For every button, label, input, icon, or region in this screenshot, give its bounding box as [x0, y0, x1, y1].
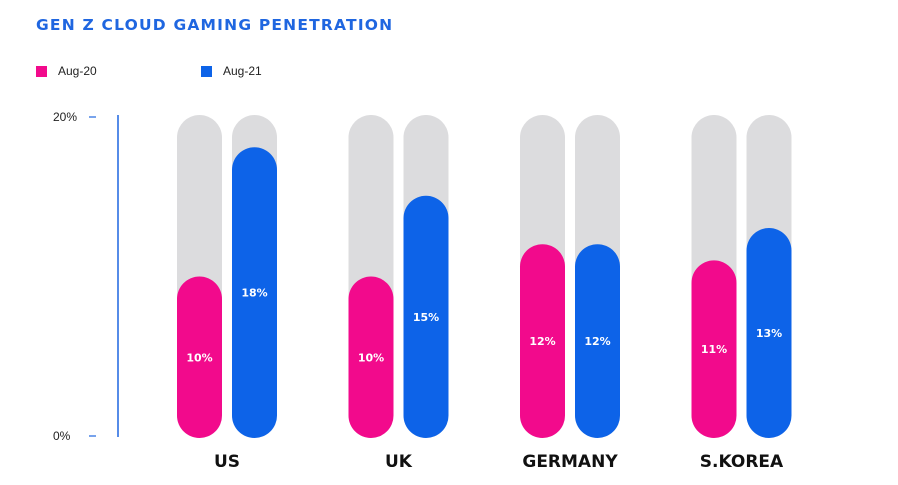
- data-label-s-korea-aug-21: 13%: [756, 327, 782, 340]
- bar-us-aug-21: [232, 147, 277, 439]
- legend-label-aug-21: Aug-21: [223, 64, 262, 78]
- data-label-us-aug-20: 10%: [186, 351, 212, 364]
- data-label-uk-aug-21: 15%: [413, 311, 439, 324]
- bar-s-korea-aug-20: [691, 260, 737, 438]
- legend-item-aug-20: Aug-20: [36, 63, 97, 79]
- bar-uk-aug-21: [403, 195, 449, 438]
- data-label-uk-aug-20: 10%: [358, 351, 384, 364]
- legend-item-aug-21: Aug-21: [201, 63, 262, 79]
- x-category-label-uk: UK: [385, 452, 413, 472]
- data-label-us-aug-21: 18%: [241, 287, 267, 300]
- bar-germany-aug-20: [520, 244, 565, 438]
- data-label-s-korea-aug-20: 11%: [701, 343, 727, 356]
- bar-s-korea-aug-21: [746, 228, 792, 438]
- data-label-germany-aug-20: 12%: [529, 335, 555, 348]
- bar-germany-aug-21: [575, 244, 620, 438]
- y-tick-label-20: 20%: [53, 110, 77, 124]
- bar-uk-aug-20: [348, 276, 394, 438]
- legend-label-aug-20: Aug-20: [58, 64, 97, 78]
- bar-us-aug-20: [177, 276, 222, 438]
- legend-swatch-aug-20: [36, 65, 47, 77]
- y-tick-label-0: 0%: [53, 429, 71, 443]
- data-label-germany-aug-21: 12%: [584, 335, 610, 348]
- x-category-label-us: US: [214, 452, 240, 472]
- legend-swatch-aug-21: [201, 65, 212, 77]
- x-category-label-germany: GERMANY: [522, 452, 618, 472]
- chart-title: GEN Z CLOUD GAMING PENETRATION: [36, 16, 394, 34]
- x-category-label-s-korea: S.KOREA: [700, 452, 784, 472]
